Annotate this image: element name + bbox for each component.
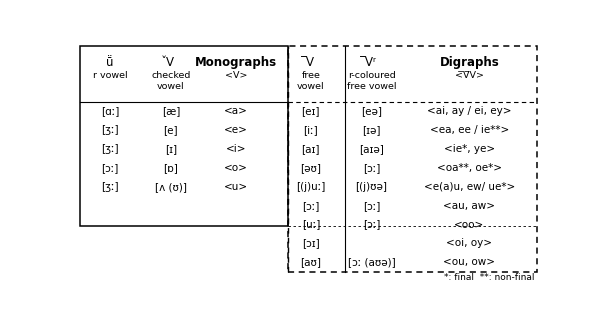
Text: [e]: [e]: [164, 125, 178, 135]
Text: [ɪə]: [ɪə]: [362, 125, 380, 135]
Text: checked
vowel: checked vowel: [151, 71, 191, 91]
Text: [ʒː]: [ʒː]: [101, 125, 119, 135]
Text: <oo>: <oo>: [455, 220, 485, 230]
Text: <ai, ay / ei, ey>: <ai, ay / ei, ey>: [427, 106, 512, 116]
Text: [ɒ]: [ɒ]: [164, 163, 178, 173]
Text: ̅V: ̅V: [307, 56, 315, 69]
Text: <e>: <e>: [225, 125, 248, 135]
Text: <oi, oy>: <oi, oy>: [447, 238, 492, 248]
Text: [ɔː (aʊə)]: [ɔː (aʊə)]: [347, 257, 396, 267]
Text: <ou, ow>: <ou, ow>: [444, 257, 495, 267]
Text: [ɔː]: [ɔː]: [363, 220, 380, 230]
Text: [ɔː]: [ɔː]: [102, 163, 119, 173]
Text: <o>: <o>: [225, 163, 248, 173]
Text: [ʒː]: [ʒː]: [101, 182, 119, 192]
Text: [iː]: [iː]: [303, 125, 318, 135]
Text: <V>: <V>: [225, 71, 247, 80]
Text: [(j)uː]: [(j)uː]: [296, 182, 326, 192]
Text: [eɪ]: [eɪ]: [302, 106, 320, 116]
Text: ̅Vʳ: ̅Vʳ: [366, 56, 377, 69]
Text: <e(a)u, ew/ ue*>: <e(a)u, ew/ ue*>: [424, 182, 515, 192]
Text: [aɪ]: [aɪ]: [302, 144, 320, 154]
Text: [aɪə]: [aɪə]: [359, 144, 384, 154]
Bar: [80, 46, 288, 226]
Text: free
vowel: free vowel: [297, 71, 324, 91]
Text: [(j)ʊə]: [(j)ʊə]: [356, 182, 388, 192]
Text: [əʊ]: [əʊ]: [300, 163, 321, 173]
Text: <u>: <u>: [224, 182, 248, 192]
Text: r vowel: r vowel: [93, 71, 128, 80]
Text: r-coloured
free vowel: r-coloured free vowel: [347, 71, 396, 91]
Text: Monographs: Monographs: [195, 56, 278, 69]
Text: [ɑː]: [ɑː]: [101, 106, 119, 116]
Text: ṻ: ṻ: [107, 56, 114, 69]
Text: [ʌ (ʊ)]: [ʌ (ʊ)]: [155, 182, 187, 192]
Text: Digraphs: Digraphs: [439, 56, 500, 69]
Text: [ɔː]: [ɔː]: [302, 201, 320, 211]
Text: [ʒː]: [ʒː]: [101, 144, 119, 154]
Text: [ɔː]: [ɔː]: [363, 163, 380, 173]
Text: <a>: <a>: [225, 106, 248, 116]
Text: [ɔː]: [ɔː]: [363, 201, 380, 211]
Text: <̅V̅V>: <̅V̅V>: [455, 71, 484, 80]
Text: *: final  **: non-final: *: final **: non-final: [444, 273, 535, 282]
Text: <ie*, ye>: <ie*, ye>: [444, 144, 495, 154]
Text: ̌V: ̌V: [167, 56, 175, 69]
Text: <i>: <i>: [226, 144, 246, 154]
Text: [æ]: [æ]: [162, 106, 180, 116]
Text: [ɔɪ]: [ɔɪ]: [302, 238, 320, 248]
Text: <oa**, oe*>: <oa**, oe*>: [437, 163, 502, 173]
Text: <ea, ee / ie**>: <ea, ee / ie**>: [430, 125, 509, 135]
Bar: [288, 46, 537, 272]
Text: <au, aw>: <au, aw>: [444, 201, 495, 211]
Text: [eə]: [eə]: [361, 106, 382, 116]
Text: [ɪ]: [ɪ]: [165, 144, 177, 154]
Text: [uː]: [uː]: [302, 220, 320, 230]
Text: [aʊ]: [aʊ]: [300, 257, 321, 267]
